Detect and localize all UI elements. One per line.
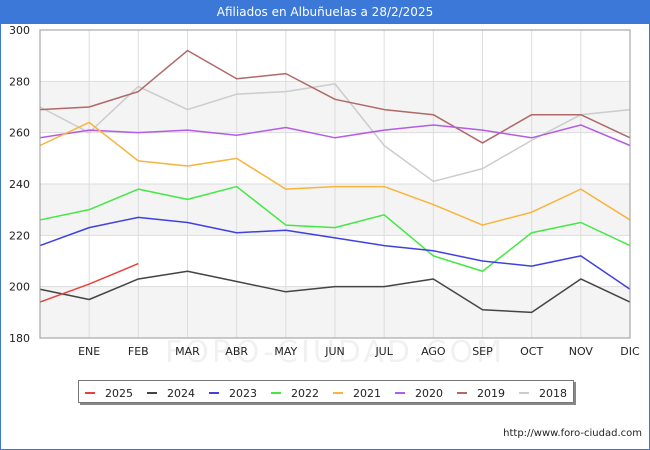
plot-area-border (39, 29, 631, 339)
y-tick-label: 220 (9, 229, 30, 242)
x-tick-label: JUN (324, 345, 345, 358)
x-tick-label: FEB (128, 345, 149, 358)
series-line-2019 (39, 49, 631, 144)
x-tick-label: OCT (520, 345, 543, 358)
y-tick-label: 240 (9, 178, 30, 191)
x-tick-label: ENE (78, 345, 100, 358)
x-tick-label: JUL (374, 345, 393, 358)
y-tick-label: 200 (9, 281, 30, 294)
y-tick-label: 260 (9, 127, 30, 140)
y-tick-label: 280 (9, 75, 30, 88)
legend-label-2025: 2025 (105, 387, 133, 400)
series-line-2023 (39, 216, 631, 290)
legend-label-2024: 2024 (167, 387, 195, 400)
legend-label-2019: 2019 (477, 387, 505, 400)
series-line-2020 (39, 124, 631, 147)
series-line-2021 (39, 121, 631, 226)
source-url: http://www.foro-ciudad.com (503, 428, 642, 439)
series-line-2024 (39, 270, 631, 314)
legend-label-2018: 2018 (539, 387, 567, 400)
x-tick-label: DIC (620, 345, 640, 358)
x-tick-label: NOV (569, 345, 594, 358)
legend-label-2022: 2022 (291, 387, 319, 400)
series-line-2018 (39, 83, 631, 183)
x-tick-label: SEP (472, 345, 493, 358)
x-tick-label: AGO (421, 345, 446, 358)
y-tick-label: 180 (9, 332, 30, 345)
y-tick-label: 300 (9, 24, 30, 37)
series-line-2025 (39, 262, 139, 303)
legend-label-2021: 2021 (353, 387, 381, 400)
chart-title: Afiliados en Albuñuelas a 28/2/2025 (0, 0, 650, 24)
series-line-2022 (39, 185, 631, 273)
x-tick-label: ABR (225, 345, 248, 358)
x-tick-label: MAY (274, 345, 297, 358)
legend-label-2020: 2020 (415, 387, 443, 400)
legend: 2025 2024 2023 2022 2021 2020 2019 2018 (78, 380, 574, 403)
x-tick-label: MAR (175, 345, 200, 358)
watermark: FORO-CIUDAD.COM (165, 335, 505, 370)
legend-label-2023: 2023 (229, 387, 257, 400)
